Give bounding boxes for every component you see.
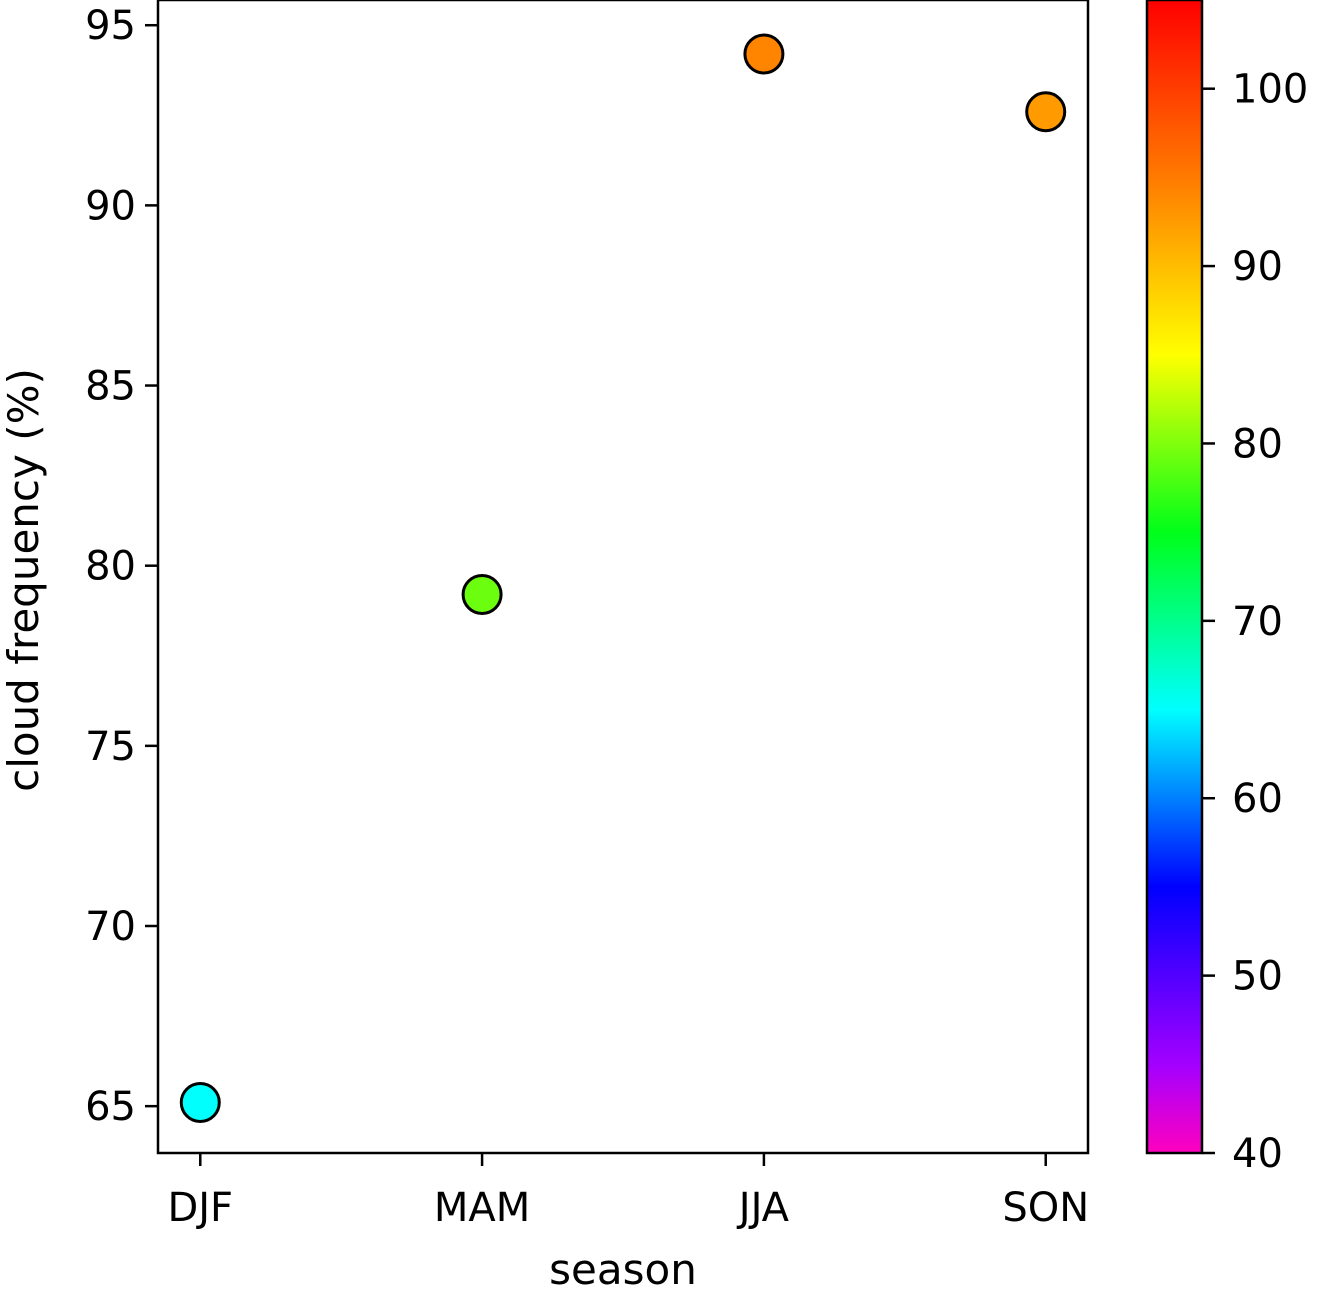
y-tick-label: 70 xyxy=(85,904,136,950)
y-tick-label: 90 xyxy=(85,183,136,229)
colorbar-tick-label: 40 xyxy=(1232,1131,1283,1177)
x-tick-label: SON xyxy=(1002,1185,1089,1231)
data-point-jja xyxy=(743,33,785,75)
colorbar-tick-label: 90 xyxy=(1232,244,1283,290)
y-tick-label: 75 xyxy=(85,724,136,770)
x-axis-label: season xyxy=(549,1245,697,1294)
plot-area: 65 70 75 80 85 90 95 DJF MAM JJA SON xyxy=(85,0,1090,1231)
y-tick-label: 85 xyxy=(85,364,136,410)
colorbar-tick-label: 60 xyxy=(1232,776,1283,822)
colorbar-tick-label: 80 xyxy=(1232,421,1283,467)
x-tick-label: JJA xyxy=(736,1185,790,1231)
y-axis-ticks: 65 70 75 80 85 90 95 xyxy=(85,3,158,1130)
colorbar-tick-label: 50 xyxy=(1232,954,1283,1000)
data-point-son xyxy=(1025,91,1067,133)
data-points xyxy=(179,33,1067,1124)
colorbar-tick-label: 70 xyxy=(1232,599,1283,645)
y-tick-label: 65 xyxy=(85,1084,136,1130)
colorbar-gradient xyxy=(1145,0,1204,1155)
data-point-mam xyxy=(461,574,503,616)
colorbar-ticks: 40 50 60 70 80 90 100 xyxy=(1202,67,1308,1177)
colorbar-tick-label: 100 xyxy=(1232,67,1308,113)
y-tick-label: 95 xyxy=(85,3,136,49)
data-point-djf xyxy=(179,1082,221,1124)
plot-frame xyxy=(156,0,1090,1155)
y-tick-label: 80 xyxy=(85,544,136,590)
x-tick-label: MAM xyxy=(434,1185,530,1231)
x-axis-ticks: DJF MAM JJA SON xyxy=(167,1153,1089,1231)
x-tick-label: DJF xyxy=(167,1185,233,1231)
colorbar: 40 50 60 70 80 90 100 xyxy=(1145,0,1308,1177)
y-axis-label: cloud frequency (%) xyxy=(0,368,48,792)
